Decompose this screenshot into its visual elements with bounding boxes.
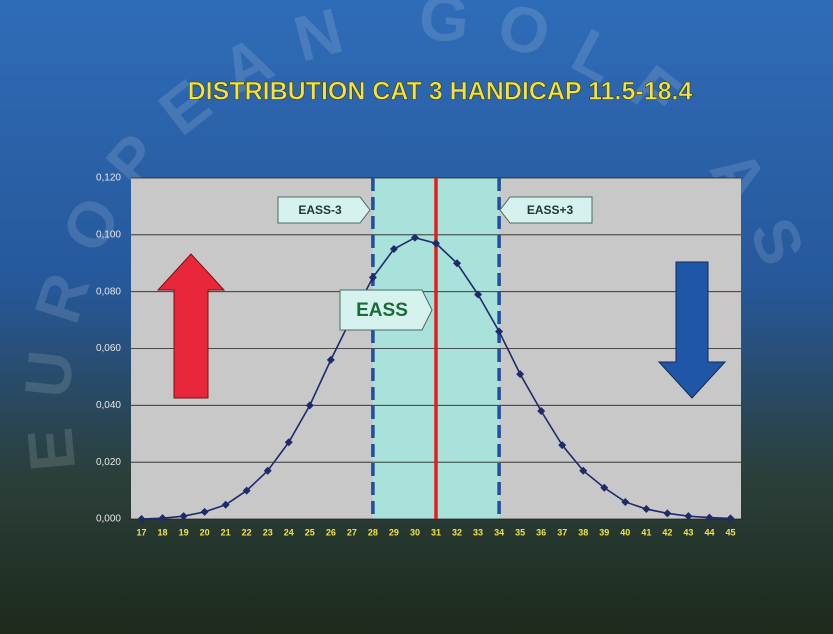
marker-label: EASS [356, 300, 408, 321]
data-point [684, 512, 693, 521]
data-point [368, 273, 377, 282]
x-tick-label: 43 [683, 527, 693, 537]
data-point [284, 438, 293, 447]
x-tick-label: 34 [494, 527, 504, 537]
x-tick-label: 33 [473, 527, 483, 537]
marker-label: EASS+3 [527, 203, 574, 217]
marker-callout [499, 196, 593, 224]
x-tick-label: 37 [557, 527, 567, 537]
x-tick-label: 30 [410, 527, 420, 537]
x-tick-label: 41 [641, 527, 651, 537]
data-point [137, 515, 146, 523]
x-tick-label: 17 [137, 527, 147, 537]
data-point [474, 290, 483, 299]
data-point [726, 514, 735, 523]
data-point [453, 259, 462, 268]
data-point [263, 466, 272, 475]
marker-callout [339, 289, 433, 331]
x-tick-label: 35 [515, 527, 525, 537]
x-tick-label: 40 [620, 527, 630, 537]
x-tick-label: 25 [305, 527, 315, 537]
x-tick-label: 20 [200, 527, 210, 537]
data-point [579, 466, 588, 475]
y-tick-label: 0,120 [96, 173, 121, 184]
x-tick-label: 31 [431, 527, 441, 537]
data-point [495, 327, 504, 336]
x-tick-label: 36 [536, 527, 546, 537]
x-tick-label: 38 [578, 527, 588, 537]
x-tick-label: 44 [704, 527, 714, 537]
y-tick-label: 0,060 [96, 343, 121, 354]
down-arrow [657, 261, 727, 399]
data-point [516, 370, 525, 379]
x-tick-label: 24 [284, 527, 294, 537]
data-point [558, 441, 567, 450]
data-point [600, 483, 609, 492]
x-tick-label: 42 [662, 527, 672, 537]
data-point [158, 514, 167, 523]
x-tick-label: 18 [158, 527, 168, 537]
y-tick-label: 0,040 [96, 400, 121, 411]
x-tick-label: 29 [389, 527, 399, 537]
y-tick-label: 0,080 [96, 286, 121, 297]
data-point [537, 407, 546, 416]
x-tick-label: 32 [452, 527, 462, 537]
data-point [242, 486, 251, 495]
x-tick-label: 23 [263, 527, 273, 537]
x-tick-label: 21 [221, 527, 231, 537]
data-point [621, 497, 630, 506]
chart-title: DISTRIBUTION CAT 3 HANDICAP 11.5-18.4 [188, 78, 693, 106]
plot: 0,000 0,020 0,040 0,060 0,080 0,100 0,120 17 18 1… [96, 173, 741, 537]
y-tick-label: 0,020 [96, 457, 121, 468]
data-point [305, 401, 314, 410]
up-arrow [156, 253, 226, 399]
data-point [642, 505, 651, 514]
x-tick-label: 19 [179, 527, 189, 537]
data-point [200, 507, 209, 516]
x-tick-label: 22 [242, 527, 252, 537]
data-point [705, 513, 714, 522]
data-point [410, 233, 419, 242]
data-point [432, 239, 440, 248]
x-tick-label: 27 [347, 527, 357, 537]
data-point [326, 355, 335, 364]
x-tick-label: 39 [599, 527, 609, 537]
data-point [221, 500, 230, 509]
marker-label: EASS-3 [298, 203, 342, 217]
x-tick-label: 45 [725, 527, 735, 537]
x-tick-label: 26 [326, 527, 336, 537]
x-tick-label: 28 [368, 527, 378, 537]
data-point [389, 245, 398, 254]
y-tick-label: 0,100 [96, 229, 121, 240]
data-point [663, 509, 672, 518]
y-tick-label: 0,000 [96, 514, 121, 525]
marker-callout [277, 196, 371, 224]
data-point [179, 512, 188, 521]
